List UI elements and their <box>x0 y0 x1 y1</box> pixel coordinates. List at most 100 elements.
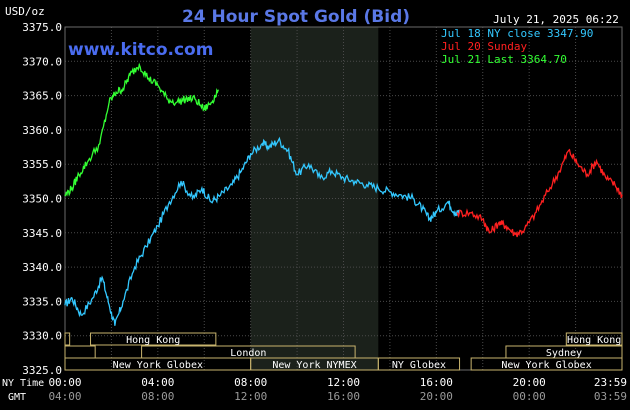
series-jul21-point <box>108 101 110 104</box>
legend-item-jul18: Jul 18 NY close 3347.90 <box>441 27 593 40</box>
x-tick-gmt: 12:00 <box>234 390 267 403</box>
session-hong-kong-label: Hong Kong <box>126 335 180 346</box>
series-jul18-point <box>64 304 66 306</box>
series-jul21-point <box>217 89 219 91</box>
x-tick-ny: 12:00 <box>327 376 360 389</box>
series-jul20-point <box>523 228 526 230</box>
series-jul18-point <box>92 297 94 299</box>
session-hong-kong-late <box>565 332 623 346</box>
series-jul20-point <box>586 173 588 176</box>
series-jul18-point <box>201 187 203 189</box>
series-jul21-point <box>194 98 196 100</box>
x-tick-ny: 16:00 <box>420 376 453 389</box>
series-jul21-point <box>203 108 205 110</box>
y-axis-ticks: 3375.0 3370.0 3365.0 3360.0 3355.0 3350.0 3345… <box>22 21 62 377</box>
series-jul18-point <box>134 266 136 268</box>
y-tick-label: 3330.0 <box>22 330 62 343</box>
price-series <box>64 62 623 327</box>
series-jul21-point <box>185 98 187 100</box>
x-tick-gmt: 08:00 <box>141 390 174 403</box>
session-bar <box>64 332 71 346</box>
series-jul18-point <box>400 194 403 196</box>
series-jul18-point <box>412 197 414 200</box>
series-jul18-point <box>231 184 233 186</box>
series-jul18-point <box>296 173 298 176</box>
series-jul21-point <box>175 101 177 104</box>
chart-title: 24 Hour Spot Gold (Bid) <box>182 7 410 27</box>
series-jul18-point <box>308 163 310 165</box>
series-jul18-point <box>319 177 321 179</box>
series-jul18-point <box>101 276 103 278</box>
series-jul20-point <box>489 232 491 234</box>
series-jul18-point <box>342 177 345 179</box>
series-jul18-point <box>80 314 82 316</box>
session-ny-globex-label: NY Globex <box>392 360 446 371</box>
series-jul18-point <box>435 211 437 213</box>
y-tick-label: 3370.0 <box>22 55 62 68</box>
legend-item-jul20: Jul 20 Sunday <box>441 40 527 53</box>
series-jul20-point <box>535 211 537 213</box>
chart-datetime: July 21, 2025 06:22 <box>493 13 619 26</box>
series-jul20 <box>456 148 623 238</box>
series-jul18-point <box>250 153 252 155</box>
y-tick-label: 3345.0 <box>22 227 62 240</box>
y-tick-label: 3350.0 <box>22 193 62 206</box>
series-jul21-point <box>64 194 66 196</box>
watermark-kitco: www.kitco.com <box>68 40 213 60</box>
series-jul21-point <box>147 77 150 80</box>
series-jul18-point <box>287 149 289 152</box>
series-jul18-point <box>454 211 456 213</box>
y-tick-label: 3340.0 <box>22 261 62 274</box>
x-tick-ny: 04:00 <box>141 376 174 389</box>
y-tick-label: 3355.0 <box>22 158 62 171</box>
series-jul18-point <box>71 297 73 299</box>
series-jul18-point <box>122 300 124 302</box>
session-ny-globex-late-label: New York Globex <box>501 360 591 371</box>
series-jul21-point <box>87 160 89 162</box>
series-jul21-point <box>78 173 80 176</box>
series-jul18-point <box>261 143 263 145</box>
series-jul20-point <box>470 212 472 214</box>
series-jul18-point <box>377 187 379 189</box>
x-tick-ny: 00:00 <box>48 376 81 389</box>
x-tick-gmt: 16:00 <box>327 390 360 403</box>
session-ny-globex <box>377 357 461 371</box>
series-jul21-point <box>99 143 101 145</box>
session-sydney-label: Sydney <box>546 348 582 359</box>
x-axis-ticks: 00:00 04:00 08:00 12:00 16:00 20:00 23:5904:00… <box>48 376 627 403</box>
series-jul20-point <box>456 212 458 214</box>
series-jul18-point <box>428 218 430 220</box>
series-jul20-point <box>514 233 516 235</box>
series-jul20-point <box>605 177 607 179</box>
session-hong-kong <box>90 332 217 346</box>
x-tick-ny: 08:00 <box>234 376 267 389</box>
series-jul18-point <box>180 180 182 182</box>
series-jul18-point <box>366 184 368 186</box>
gmt-label: GMT <box>8 392 26 403</box>
legend-item-jul21: Jul 21 Last 3364.70 <box>441 53 567 66</box>
y-axis-unit-label: USD/oz <box>5 5 45 18</box>
series-jul20-point <box>558 170 560 172</box>
x-tick-gmt: 03:59 <box>594 390 627 403</box>
x-tick-ny: 20:00 <box>513 376 546 389</box>
x-tick-ny: 23:59 <box>594 376 627 389</box>
series-jul18-point <box>168 201 171 203</box>
series-jul20-point <box>547 191 549 193</box>
session-london-label: London <box>230 348 266 359</box>
series-jul18-point <box>389 191 391 193</box>
series-jul20-point <box>614 184 616 186</box>
series-jul18-point <box>268 146 270 148</box>
series-jul18-point <box>354 180 356 182</box>
series-jul18-point <box>192 197 194 200</box>
series-jul18-point <box>108 304 110 306</box>
series-jul20-point <box>482 218 484 220</box>
series-jul18-point <box>145 245 147 248</box>
x-tick-gmt: 20:00 <box>420 390 453 403</box>
series-jul20-point <box>505 225 507 227</box>
series-jul18-point <box>114 324 116 327</box>
series-jul20-point <box>568 149 570 152</box>
y-tick-label: 3335.0 <box>22 295 62 308</box>
y-tick-label: 3325.0 <box>22 364 62 377</box>
